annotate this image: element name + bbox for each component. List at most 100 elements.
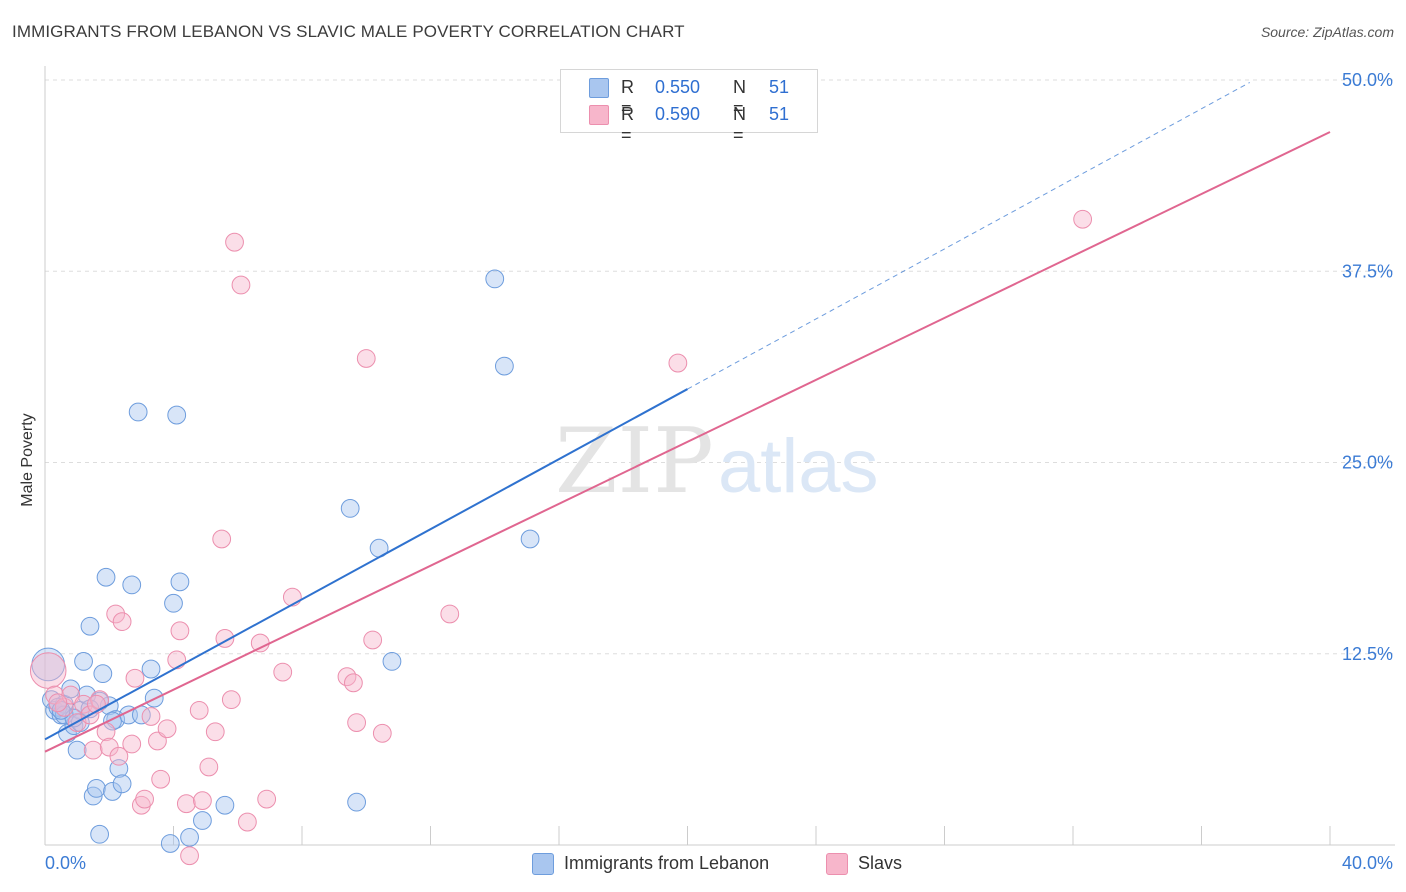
point-slavs <box>29 652 67 689</box>
y-axis-title: Male Poverty <box>19 413 36 507</box>
point-slavs <box>106 604 126 624</box>
legend-r-label: R = <box>621 104 634 145</box>
point-slavs <box>250 633 270 653</box>
x-tick-label: 0.0% <box>45 853 86 873</box>
point-lebanon <box>180 827 199 847</box>
point-slavs <box>225 232 244 252</box>
point-slavs <box>48 693 68 713</box>
legend-n-value: 51 <box>769 104 790 124</box>
point-lebanon <box>93 664 113 684</box>
point-lebanon <box>96 567 116 587</box>
y-tick-label: 12.5% <box>1342 644 1393 664</box>
y-tick-label: 25.0% <box>1342 453 1393 473</box>
point-slavs <box>221 690 241 710</box>
point-slavs <box>125 668 145 688</box>
point-slavs <box>109 746 129 766</box>
legend-r-label: R = <box>621 77 634 118</box>
point-lebanon <box>340 499 360 518</box>
point-lebanon <box>67 740 87 760</box>
trendline-slavs <box>44 131 1331 753</box>
source-label: Source: ZipAtlas.com <box>1260 24 1394 40</box>
legend-swatch-slavs <box>589 105 609 125</box>
point-slavs <box>180 846 199 866</box>
point-slavs <box>344 673 363 693</box>
legend-r-value: 0.590 <box>655 104 701 124</box>
trendline-lebanon-extension <box>687 82 1250 390</box>
point-slavs <box>363 630 383 650</box>
legend-n-label: N = <box>733 104 746 145</box>
point-slavs <box>167 650 187 670</box>
legend-swatch-lebanon <box>589 78 609 98</box>
point-lebanon <box>164 593 183 613</box>
point-slavs <box>141 707 161 726</box>
point-lebanon <box>61 679 81 699</box>
point-lebanon <box>520 529 540 549</box>
legend-r-value: 0.550 <box>655 77 701 97</box>
point-lebanon <box>494 356 514 376</box>
point-slavs <box>193 791 212 811</box>
point-lebanon <box>382 652 402 671</box>
point-slavs <box>257 789 277 809</box>
watermark-atlas: atlas <box>718 424 879 509</box>
y-tick-label: 50.0% <box>1342 70 1393 90</box>
tick-labels: 12.5% 25.0% 37.5% 50.0% 0.0% 40.0% <box>45 70 1393 873</box>
axes <box>44 66 1395 846</box>
series-swatch-slavs <box>826 853 848 875</box>
point-slavs <box>131 795 151 815</box>
point-slavs <box>205 722 225 742</box>
point-lebanon <box>215 795 235 815</box>
point-slavs <box>122 734 142 754</box>
point-slavs <box>237 812 257 832</box>
watermark: ZIP atlas <box>555 409 879 514</box>
correlation-legend: R = 0.550 N = 51 R = 0.590 N = 51 <box>560 69 818 145</box>
series-swatch-lebanon <box>532 853 554 875</box>
point-lebanon <box>87 779 106 798</box>
point-lebanon <box>122 575 142 595</box>
point-slavs <box>1073 209 1093 229</box>
point-slavs <box>199 757 219 777</box>
y-tick-label: 37.5% <box>1342 261 1393 281</box>
point-lebanon <box>193 811 212 830</box>
watermark-zip: ZIP <box>555 409 714 514</box>
point-slavs <box>176 794 196 814</box>
trend-lines <box>44 82 1331 753</box>
point-lebanon <box>128 402 148 422</box>
point-slavs <box>112 612 132 632</box>
point-lebanon <box>141 659 161 679</box>
point-slavs <box>151 769 171 789</box>
series-label-slavs: Slavs <box>858 853 903 873</box>
point-slavs <box>83 740 103 760</box>
point-slavs <box>282 587 302 607</box>
point-slavs <box>356 349 376 368</box>
x-tick-label: 40.0% <box>1342 853 1393 873</box>
point-lebanon <box>74 652 93 671</box>
point-lebanon <box>80 616 100 636</box>
point-slavs <box>170 621 190 641</box>
point-lebanon <box>170 572 190 592</box>
point-lebanon <box>167 405 187 425</box>
data-points <box>29 209 1093 866</box>
series-label-lebanon: Immigrants from Lebanon <box>564 853 770 873</box>
point-lebanon <box>112 774 132 794</box>
point-slavs <box>440 604 460 624</box>
point-slavs <box>231 275 251 295</box>
point-slavs <box>347 713 367 732</box>
legend-n-label: N = <box>733 77 746 118</box>
point-lebanon <box>160 834 180 853</box>
point-lebanon <box>90 824 110 844</box>
point-lebanon <box>103 782 122 801</box>
point-lebanon <box>83 786 103 806</box>
point-slavs <box>273 662 293 682</box>
point-lebanon <box>48 697 68 717</box>
legend-n-value: 51 <box>769 77 790 97</box>
point-slavs <box>135 789 154 809</box>
trendline-lebanon <box>44 388 688 741</box>
point-slavs <box>189 700 209 720</box>
chart-title: IMMIGRANTS FROM LEBANON VS SLAVIC MALE P… <box>12 22 685 41</box>
point-slavs <box>668 353 688 373</box>
point-slavs <box>212 529 232 549</box>
grid-lines <box>45 79 1395 655</box>
y-axis-title-wrap: Male Poverty <box>0 400 56 520</box>
point-lebanon <box>485 269 505 289</box>
